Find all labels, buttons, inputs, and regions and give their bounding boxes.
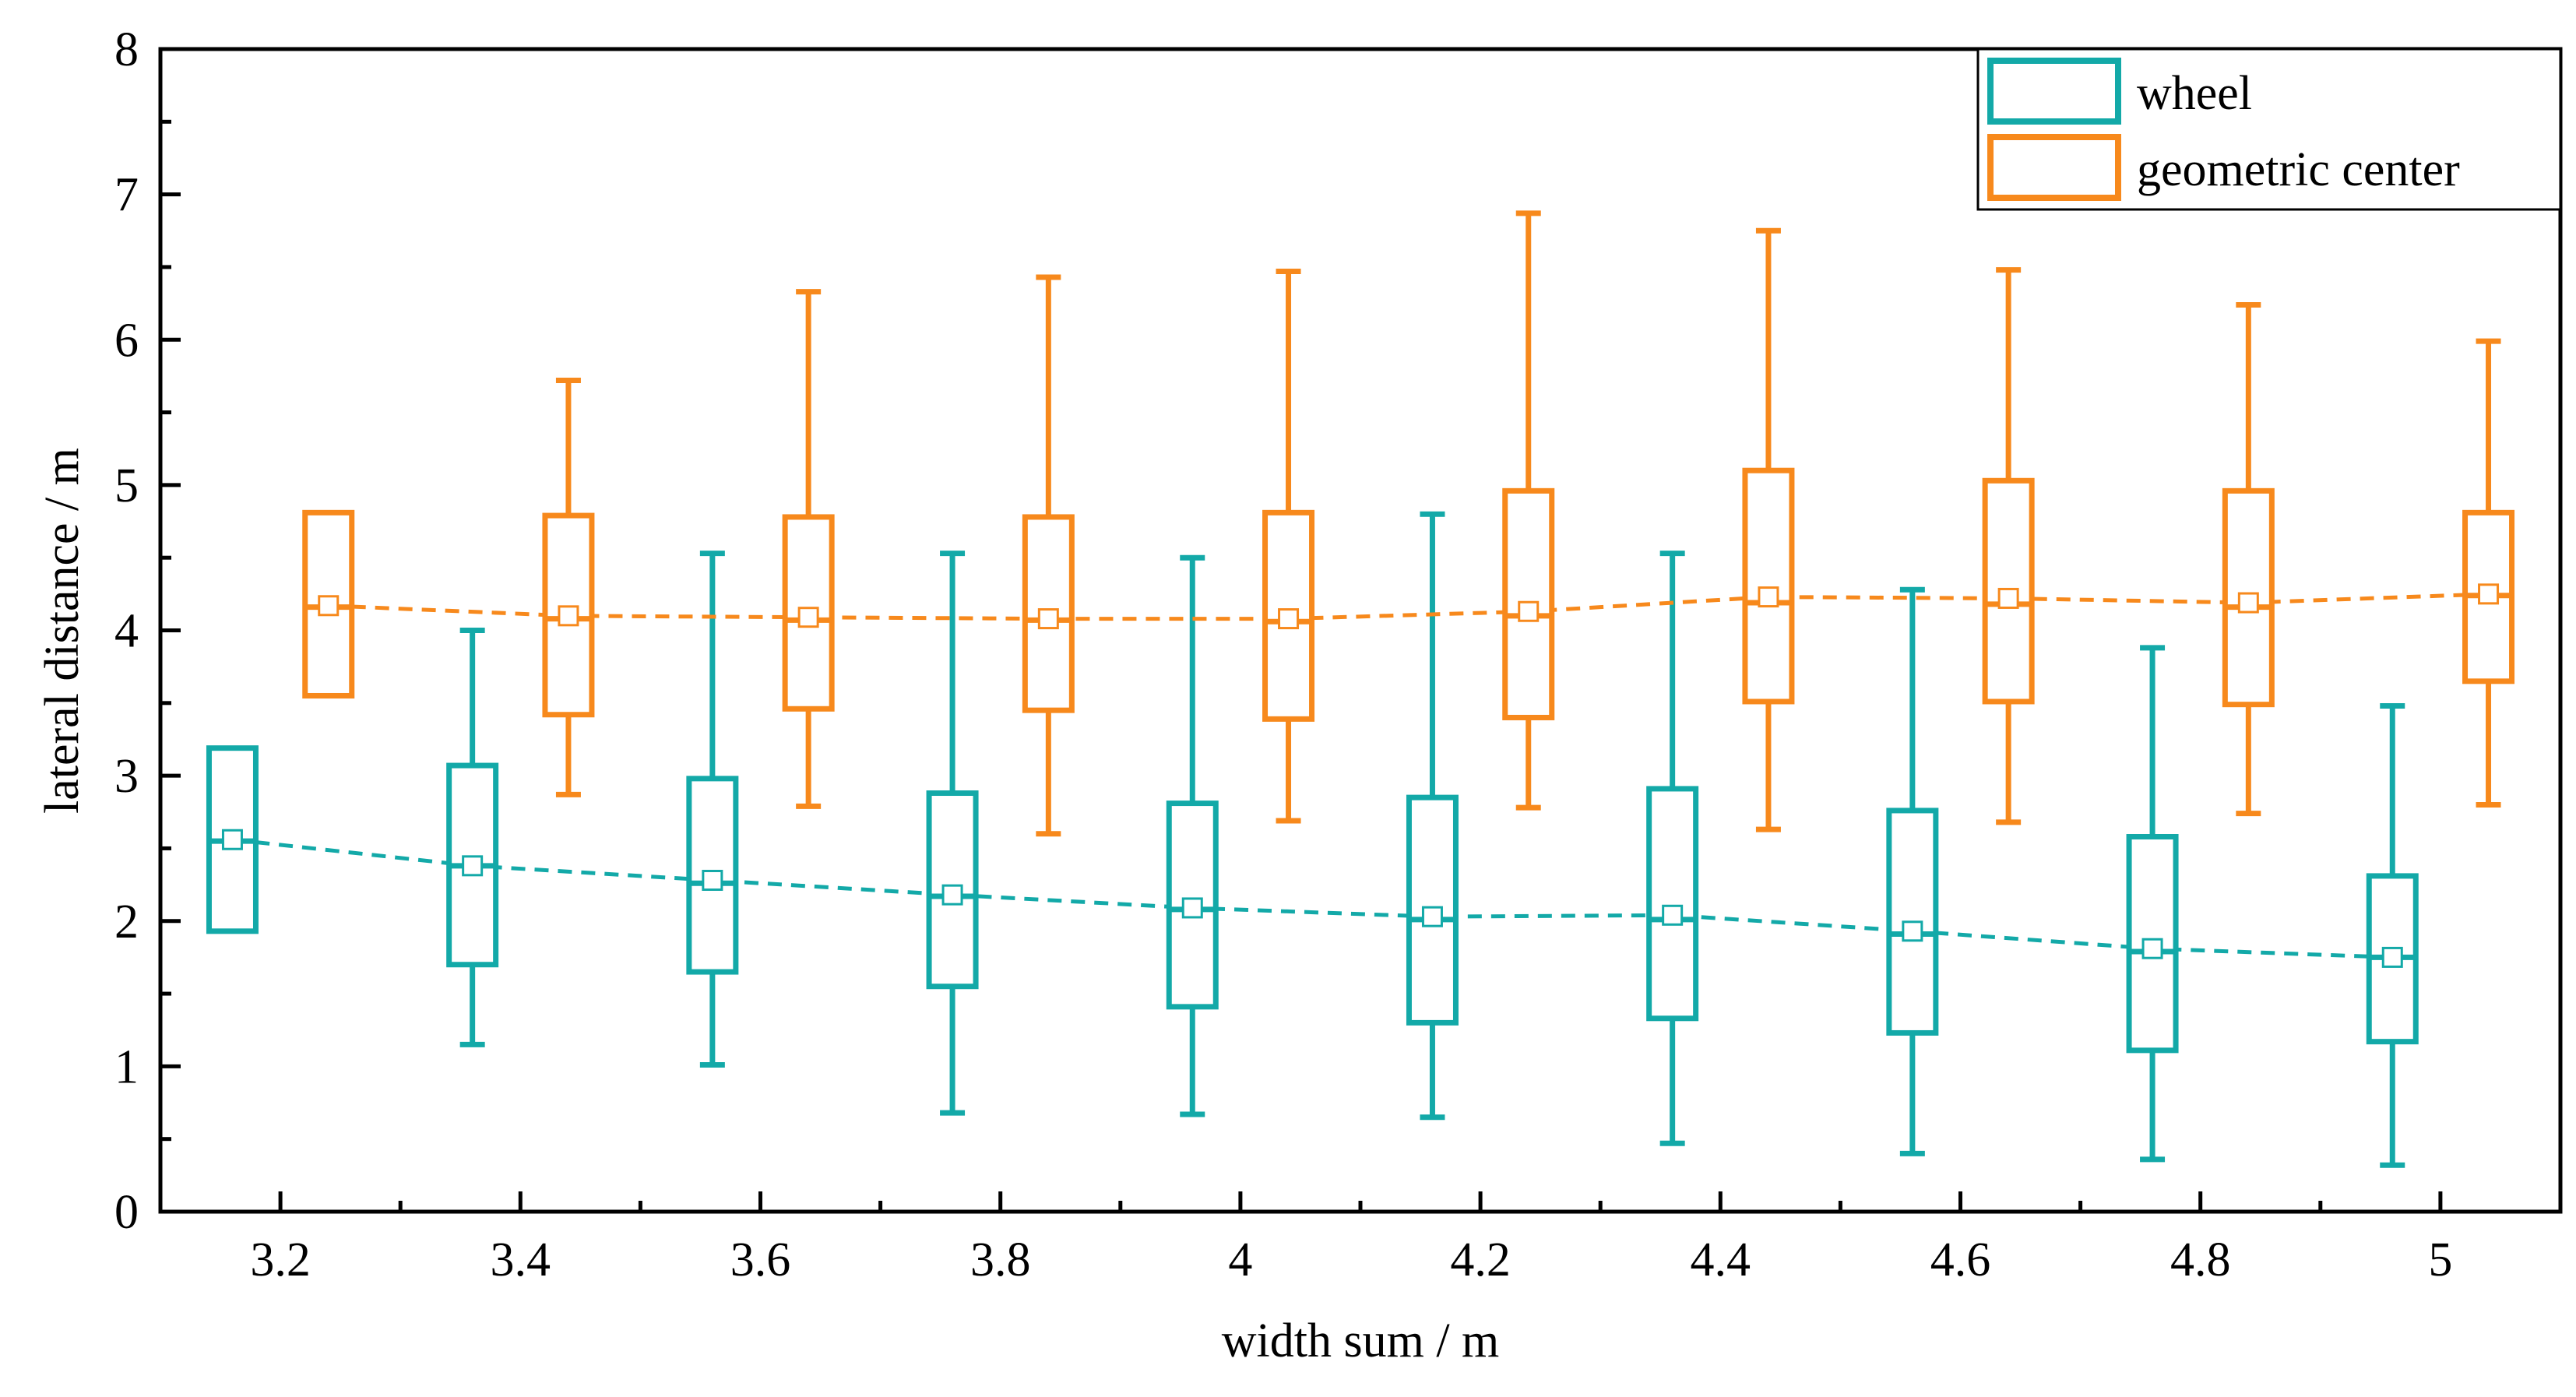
y-axis-title: lateral distance / m [36,448,89,814]
mean-marker [1758,586,1779,608]
mean-marker [2381,946,2403,968]
x-tick-label: 3.2 [250,1233,311,1286]
mean-marker [462,855,484,877]
legend-frame [1976,48,2562,211]
y-tick-label: 4 [114,605,139,658]
y-tick-label: 5 [114,459,139,512]
box [782,514,835,712]
y-tick-label: 3 [114,750,139,803]
x-tick-label: 4.4 [1691,1233,1751,1286]
mean-marker [1997,587,2019,609]
box [1742,467,1795,705]
mean-marker [1662,904,1684,926]
mean-marker [1902,920,1923,942]
x-tick-label: 4 [1228,1233,1252,1286]
mean-marker [558,605,579,627]
y-tick-label: 7 [114,169,139,222]
mean-marker [318,595,340,617]
series-geometric-center [302,210,2515,837]
x-tick-label: 3.6 [730,1233,791,1286]
legend-swatch-geometric-center [1987,134,2121,201]
x-tick-label: 5 [2428,1233,2452,1286]
chart-marks [206,210,2515,1168]
x-tick-label: 4.6 [1930,1233,1991,1286]
mean-trend-line [328,592,2489,621]
mean-marker [2237,592,2259,614]
y-tick-label: 0 [114,1186,139,1239]
x-tick-label: 3.8 [970,1233,1031,1286]
mean-marker [1278,608,1300,630]
series-wheel [206,511,2419,1168]
x-tick-label: 4.8 [2170,1233,2231,1286]
mean-marker [1037,608,1059,630]
y-tick-label: 1 [114,1040,139,1093]
mean-marker [1421,906,1443,927]
axes: 0 1 2 3 4 5 6 7 8 3.2 3.4 3.6 3.8 4 4.2 4.4 4.6 4.8 5 [114,23,2563,1286]
x-tick-label: 3.4 [491,1233,551,1286]
y-tick-label: 6 [114,314,139,367]
mean-marker [1181,897,1203,919]
mean-marker [2141,938,2163,959]
box [1262,509,1315,722]
legend: wheel geometric center [1976,48,2562,211]
y-tick-label: 8 [114,23,139,76]
legend-label-geometric-center: geometric center [2137,143,2460,196]
mean-marker [941,884,963,906]
x-axis-title: width sum / m [1222,1314,1500,1367]
box [1646,786,1699,1022]
mean-marker [797,607,819,628]
mean-trend-line [232,837,2393,959]
legend-label-wheel: wheel [2137,67,2252,120]
mean-marker [221,829,243,850]
box [1502,487,1555,720]
x-tick-label: 4.2 [1450,1233,1511,1286]
mean-marker [702,869,723,891]
mean-marker [2478,583,2500,605]
legend-swatch-wheel [1987,58,2121,125]
mean-marker [1518,600,1540,622]
y-tick-label: 2 [114,896,139,948]
